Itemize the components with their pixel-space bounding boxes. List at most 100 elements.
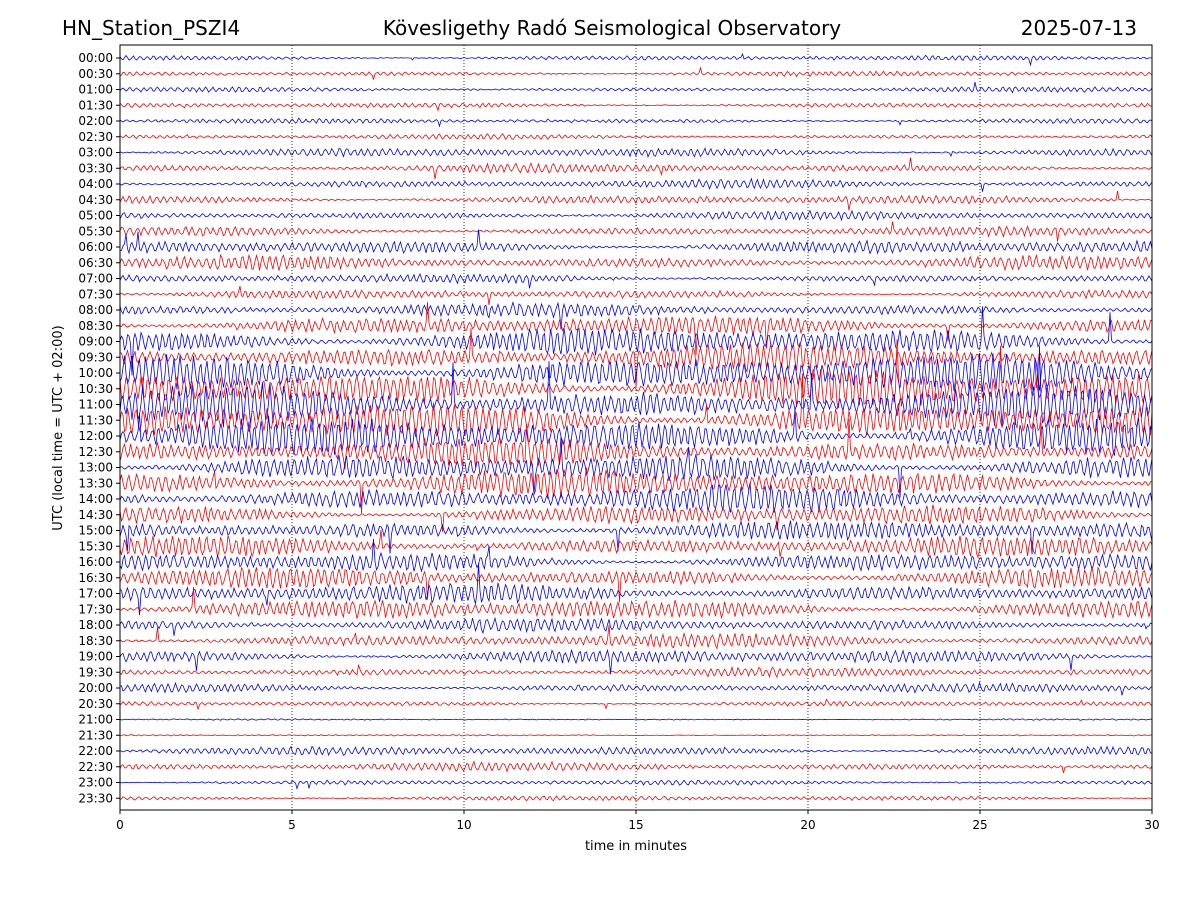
y-tick-label: 19:30 [78, 665, 113, 679]
y-tick-label: 17:30 [78, 602, 113, 616]
y-tick-label: 09:00 [78, 335, 113, 349]
y-tick-label: 02:00 [78, 114, 113, 128]
y-tick-label: 00:00 [78, 51, 113, 65]
trace-line-0000 [119, 52, 1153, 67]
trace-line-2330 [119, 795, 1153, 802]
y-tick-label: 22:30 [78, 760, 113, 774]
trace-line-2200 [119, 745, 1153, 757]
trace-line-1730 [119, 586, 1153, 620]
y-tick-label: 18:30 [78, 634, 113, 648]
trace-line-1330 [119, 467, 1153, 514]
y-tick-label: 23:30 [78, 791, 113, 805]
y-tick-label: 17:00 [78, 587, 113, 601]
y-axis-label: UTC (local time = UTC + 02:00) [51, 325, 66, 530]
trace-line-1000 [119, 353, 1153, 392]
y-tick-label: 15:00 [78, 524, 113, 538]
chart-title: Kövesligethy Radó Seismological Observat… [383, 16, 841, 40]
trace-line-1500 [119, 520, 1153, 555]
y-tick-label: 01:30 [78, 98, 113, 112]
seismic-traces [119, 52, 1153, 802]
y-tick-label: 08:00 [78, 303, 113, 317]
y-tick-label: 07:30 [78, 287, 113, 301]
x-tick-label: 25 [972, 818, 987, 832]
trace-line-0800 [119, 300, 1153, 330]
trace-line-0830 [119, 302, 1153, 355]
y-tick-label: 16:30 [78, 571, 113, 585]
x-tick-label: 0 [116, 818, 124, 832]
plot-frame [119, 44, 1153, 811]
trace-line-0730 [119, 285, 1153, 306]
y-tick-label: 19:00 [78, 650, 113, 664]
x-tick-label: 10 [456, 818, 471, 832]
y-tick-label: 02:30 [78, 130, 113, 144]
y-tick-label: 04:30 [78, 193, 113, 207]
y-tick-label: 14:30 [78, 508, 113, 522]
y-tick-label: 06:30 [78, 256, 113, 270]
y-tick-label: 15:30 [78, 539, 113, 553]
x-tick-label: 20 [800, 818, 815, 832]
y-tick-label: 11:00 [78, 398, 113, 412]
trace-line-2100 [119, 718, 1153, 721]
trace-line-1830 [119, 625, 1153, 650]
trace-line-2000 [119, 681, 1153, 696]
trace-line-0130 [119, 102, 1153, 112]
x-tick-label: 5 [288, 818, 296, 832]
trace-line-0500 [119, 209, 1153, 222]
station-name: HN_Station_PSZI4 [62, 16, 240, 40]
trace-line-1430 [119, 504, 1153, 532]
y-tick-label: 13:00 [78, 461, 113, 475]
trace-line-0200 [119, 117, 1153, 128]
y-tick-label: 21:00 [78, 713, 113, 727]
trace-line-1630 [119, 566, 1153, 603]
trace-line-0430 [119, 190, 1153, 211]
trace-line-0700 [119, 272, 1153, 289]
y-tick-label: 18:00 [78, 618, 113, 632]
y-tick-label: 11:30 [78, 413, 113, 427]
trace-line-2300 [119, 779, 1153, 791]
y-tick-label: 14:00 [78, 492, 113, 506]
x-tick-label: 30 [1144, 818, 1159, 832]
trace-line-1300 [119, 436, 1153, 498]
trace-line-1530 [119, 529, 1153, 559]
trace-line-0630 [119, 253, 1153, 272]
trace-line-1900 [119, 648, 1153, 675]
y-tick-label: 01:00 [78, 83, 113, 97]
y-tick-label: 00:30 [78, 67, 113, 81]
y-tick-label: 08:30 [78, 319, 113, 333]
y-tick-label: 04:00 [78, 177, 113, 191]
trace-line-0400 [119, 177, 1153, 192]
trace-line-2130 [119, 734, 1153, 737]
trace-line-1700 [119, 563, 1153, 616]
x-axis-ticks: 0 5 10 15 20 25 30 [116, 810, 1160, 832]
y-tick-label: 03:00 [78, 146, 113, 160]
y-tick-label: 23:00 [78, 776, 113, 790]
y-tick-label: 10:30 [78, 382, 113, 396]
y-tick-label: 12:30 [78, 445, 113, 459]
trace-line-0300 [119, 147, 1153, 159]
trace-line-0100 [119, 81, 1153, 94]
trace-line-2230 [119, 760, 1153, 773]
y-tick-label: 05:00 [78, 209, 113, 223]
trace-line-1130 [119, 373, 1153, 438]
y-tick-label: 03:30 [78, 161, 113, 175]
trace-line-2030 [119, 698, 1153, 711]
y-tick-label: 16:00 [78, 555, 113, 569]
y-tick-label: 05:30 [78, 224, 113, 238]
trace-line-0600 [119, 229, 1153, 255]
x-tick-label: 15 [628, 818, 643, 832]
trace-line-0230 [119, 133, 1153, 141]
y-tick-label: 12:00 [78, 429, 113, 443]
trace-line-1030 [119, 339, 1153, 409]
trace-line-1800 [119, 616, 1153, 636]
grid-lines [291, 45, 981, 810]
trace-line-1930 [119, 663, 1153, 679]
trace-line-0330 [119, 157, 1153, 180]
chart-date: 2025-07-13 [1021, 16, 1137, 40]
y-tick-label: 09:30 [78, 350, 113, 364]
trace-line-1400 [119, 482, 1153, 513]
y-tick-label: 20:00 [78, 681, 113, 695]
y-tick-label: 20:30 [78, 697, 113, 711]
y-tick-label: 07:00 [78, 272, 113, 286]
